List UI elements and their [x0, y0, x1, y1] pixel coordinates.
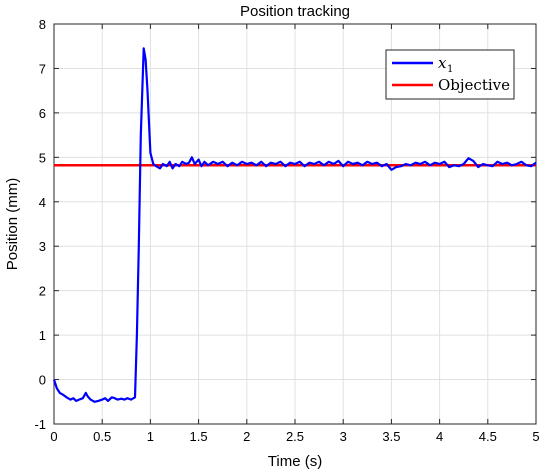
- y-tick-label: 8: [39, 17, 46, 32]
- x-tick-label: 1: [147, 429, 154, 444]
- y-tick-label: 0: [39, 373, 46, 388]
- legend-label-x1-subscript: 1: [447, 64, 453, 75]
- y-tick-label: -1: [34, 417, 46, 432]
- y-axis-label: Position (mm): [4, 178, 21, 271]
- series-lines: [52, 47, 537, 403]
- chart-title: Position tracking: [240, 3, 350, 20]
- x-tick-label: 2.5: [286, 429, 304, 444]
- grid: [54, 24, 536, 424]
- x-tick-label: 1.5: [190, 429, 208, 444]
- y-axis-ticks: -1 0 1 2 3 4 5 6 7 8: [34, 17, 536, 432]
- x-axis-ticks: 0 0.5 1 1.5 2 2.5 3 3.5 4 4.5 5: [50, 24, 540, 444]
- y-tick-label: 2: [39, 284, 46, 299]
- x-tick-label: 3: [340, 429, 347, 444]
- x-tick-label: 4.5: [479, 429, 497, 444]
- series-line-x1: [52, 47, 537, 403]
- x-tick-label: 0: [50, 429, 57, 444]
- legend-label-x1: x: [438, 54, 447, 72]
- x-tick-label: 3.5: [382, 429, 400, 444]
- x-axis-label: Time (s): [268, 453, 322, 470]
- y-tick-label: 3: [39, 239, 46, 254]
- y-tick-label: 6: [39, 106, 46, 121]
- x-tick-label: 0.5: [93, 429, 111, 444]
- legend-label-objective: Objective: [438, 76, 510, 94]
- y-tick-label: 5: [39, 150, 46, 165]
- x-tick-label: 5: [532, 429, 539, 444]
- legend-box: [385, 49, 515, 100]
- x-tick-label: 4: [436, 429, 443, 444]
- x-tick-label: 2: [243, 429, 250, 444]
- legend: x 1 Objective: [385, 49, 515, 100]
- y-tick-label: 7: [39, 61, 46, 76]
- y-tick-label: 1: [39, 328, 46, 343]
- y-tick-label: 4: [39, 195, 46, 210]
